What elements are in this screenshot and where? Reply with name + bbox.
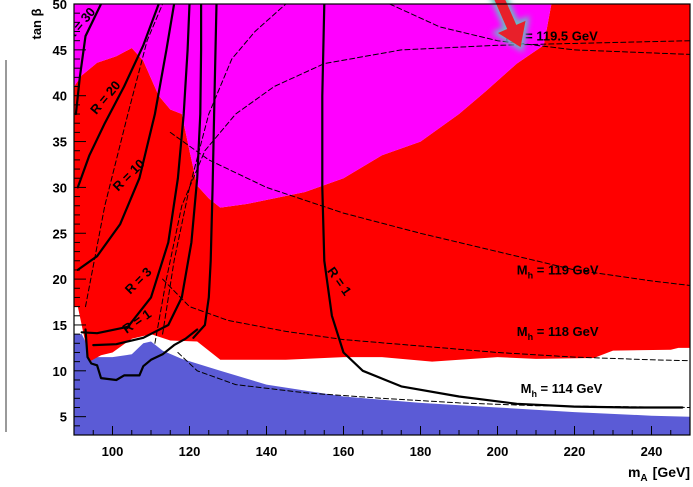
r-contour-3 (80, 4, 191, 335)
y-tick-label: 45 (53, 43, 67, 58)
r-contour-6 (84, 328, 199, 382)
y-tick-label: 50 (53, 0, 67, 12)
y-tick-label: 40 (53, 89, 67, 104)
x-tick-label: 240 (641, 444, 663, 459)
x-tick-label: 180 (410, 444, 432, 459)
plot-area: R = 30R = 20R = 10R = 3R = 1R = 1 Mh = 1… (74, 4, 690, 435)
x-axis-label-main: m (628, 464, 640, 480)
mass-contour-11 (169, 131, 690, 286)
arrow (494, 0, 526, 48)
region-magenta (74, 4, 552, 208)
y-axis-label: tan β (29, 8, 44, 39)
x-tick-label: 120 (179, 444, 201, 459)
mass-label-3: Mh = 114 GeV (521, 381, 603, 399)
axes-layer: 100 120 140 160 180 200 220 240 5 10 15 20 25 30 35 40 4… (53, 0, 691, 459)
x-tick-label: 160 (333, 444, 355, 459)
arrow-layer (491, 0, 530, 52)
mass-contour-8 (85, 4, 164, 308)
x-tick-label: 140 (256, 444, 278, 459)
region-blue (74, 334, 690, 435)
y-tick-label: 15 (53, 318, 67, 333)
x-axis-label-unit: [GeV] (653, 464, 690, 480)
y-tick-label: 35 (53, 135, 67, 150)
r-contour-4 (92, 4, 203, 347)
y-tick-label: 20 (53, 272, 67, 287)
x-axis-label-sub: A (640, 473, 647, 484)
x-tick-label: 200 (487, 444, 509, 459)
mass-contour-12 (162, 278, 690, 362)
y-tick-label: 25 (53, 226, 67, 241)
mass-contour-14 (389, 4, 690, 55)
mass-contour-9 (162, 4, 287, 335)
mass-label-2: Mh = 118 GeV (517, 324, 599, 342)
x-tick-label: 100 (102, 444, 124, 459)
r-contour-2 (76, 4, 176, 271)
r-contour-1 (76, 4, 160, 189)
x-tick-label: 220 (564, 444, 586, 459)
y-tick-label: 5 (60, 410, 67, 425)
mass-label-1: Mh = 119 GeV (517, 263, 599, 281)
r-contour-7 (321, 4, 684, 409)
mass-contour-13 (177, 352, 690, 408)
y-tick-label: 10 (53, 364, 67, 379)
regions-layer (74, 4, 690, 435)
y-tick-label: 30 (53, 180, 67, 195)
region-red (74, 4, 690, 362)
r-contour-5 (192, 4, 218, 339)
mass-contour-10 (154, 40, 690, 344)
curves-layer (74, 4, 690, 409)
x-axis-label: mA [GeV] (628, 464, 690, 484)
